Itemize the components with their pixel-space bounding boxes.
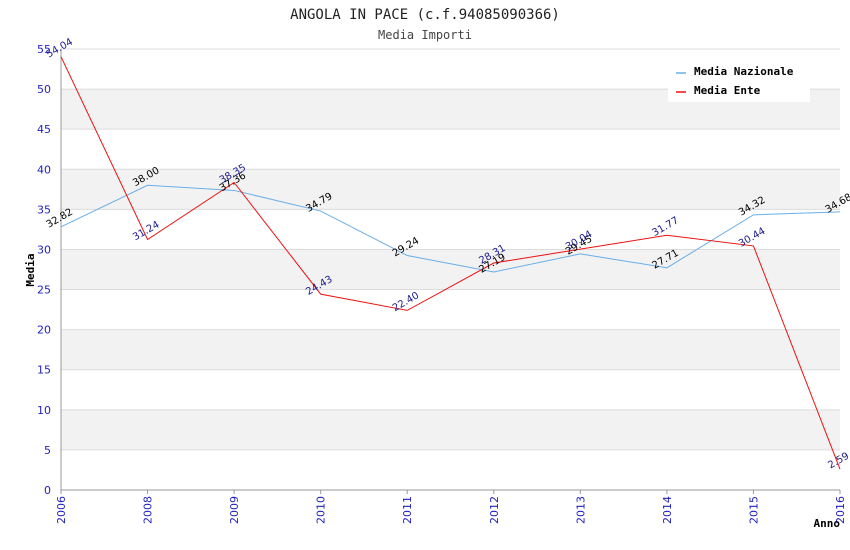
y-tick-label: 20	[37, 324, 51, 337]
series-line-media-nazionale	[60, 184, 841, 273]
data-label: 54.04	[45, 37, 75, 61]
y-tick-label: 35	[37, 203, 51, 216]
x-tick-label: 2011	[401, 496, 414, 524]
x-tick-label: 2006	[55, 496, 68, 524]
grid-band	[61, 409, 840, 450]
y-tick-label: 45	[37, 123, 51, 136]
y-tick-label: 25	[37, 284, 51, 297]
x-tick-label: 2010	[315, 496, 328, 524]
x-tick-label: 2012	[488, 496, 501, 524]
x-axis-ticks: 2006 2008 2009 2010 2011 2012 2013 2014 2015 2016	[55, 490, 847, 524]
legend-label-media-ente: Media Ente	[694, 84, 761, 97]
data-label: 31.24	[131, 219, 161, 243]
x-axis-label: Anno	[814, 517, 841, 530]
y-tick-label: 55	[37, 43, 51, 56]
y-tick-label: 0	[44, 484, 51, 497]
y-tick-label: 50	[37, 83, 51, 96]
x-tick-label: 2013	[574, 496, 587, 524]
legend-box	[668, 60, 810, 102]
y-tick-label: 40	[37, 163, 51, 176]
series-line-media-ente	[60, 56, 841, 470]
x-tick-label: 2009	[228, 496, 241, 524]
chart-subtitle: Media Importi	[378, 28, 472, 42]
grid-band	[61, 329, 840, 370]
y-tick-label: 15	[37, 364, 51, 377]
legend-label-media-nazionale: Media Nazionale	[694, 65, 794, 78]
x-tick-label: 2014	[661, 496, 674, 524]
grid-band	[61, 169, 840, 210]
x-tick-label: 2016	[834, 496, 847, 524]
legend: Media Nazionale Media Ente	[668, 60, 810, 102]
y-tick-label: 5	[44, 444, 51, 457]
chart-title: ANGOLA IN PACE (c.f.94085090366)	[290, 7, 560, 23]
grid-band	[61, 249, 840, 290]
y-axis-ticks: 0 5 10 15 20 25 30 35 40 45 50 55	[37, 43, 51, 497]
y-tick-label: 10	[37, 404, 51, 417]
data-label: 2.59	[826, 451, 850, 472]
x-tick-label: 2015	[747, 496, 760, 524]
y-tick-label: 30	[37, 243, 51, 256]
x-tick-label: 2008	[142, 496, 155, 524]
grid-bands	[61, 89, 840, 450]
y-axis-label: Media	[24, 253, 37, 286]
series-group	[60, 56, 841, 470]
